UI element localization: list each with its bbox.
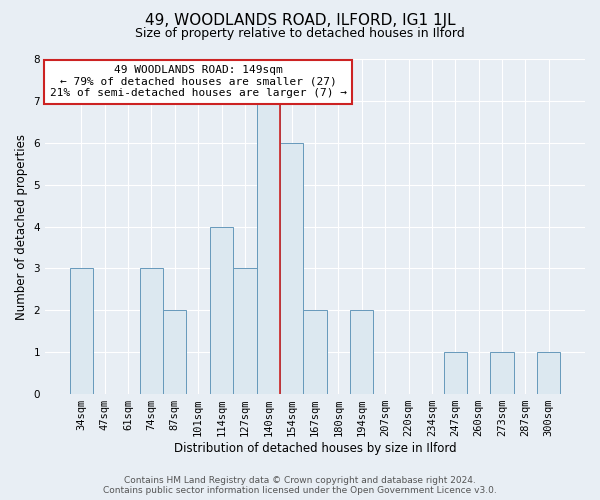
Bar (257, 101, 280, 394)
Bar (537, 352, 560, 394)
Text: 49 WOODLANDS ROAD: 149sqm
← 79% of detached houses are smaller (27)
21% of semi-: 49 WOODLANDS ROAD: 149sqm ← 79% of detac… (50, 66, 347, 98)
Bar (280, 143, 304, 394)
Bar (443, 352, 467, 394)
Bar (490, 352, 514, 394)
Bar (350, 310, 373, 394)
Bar (70, 268, 93, 394)
Text: Size of property relative to detached houses in Ilford: Size of property relative to detached ho… (135, 28, 465, 40)
Bar (304, 310, 327, 394)
Bar (163, 310, 187, 394)
Bar (210, 226, 233, 394)
Text: 49, WOODLANDS ROAD, ILFORD, IG1 1JL: 49, WOODLANDS ROAD, ILFORD, IG1 1JL (145, 12, 455, 28)
Y-axis label: Number of detached properties: Number of detached properties (15, 134, 28, 320)
Bar (140, 268, 163, 394)
Text: Contains HM Land Registry data © Crown copyright and database right 2024.
Contai: Contains HM Land Registry data © Crown c… (103, 476, 497, 495)
X-axis label: Distribution of detached houses by size in Ilford: Distribution of detached houses by size … (174, 442, 457, 455)
Bar (233, 268, 257, 394)
